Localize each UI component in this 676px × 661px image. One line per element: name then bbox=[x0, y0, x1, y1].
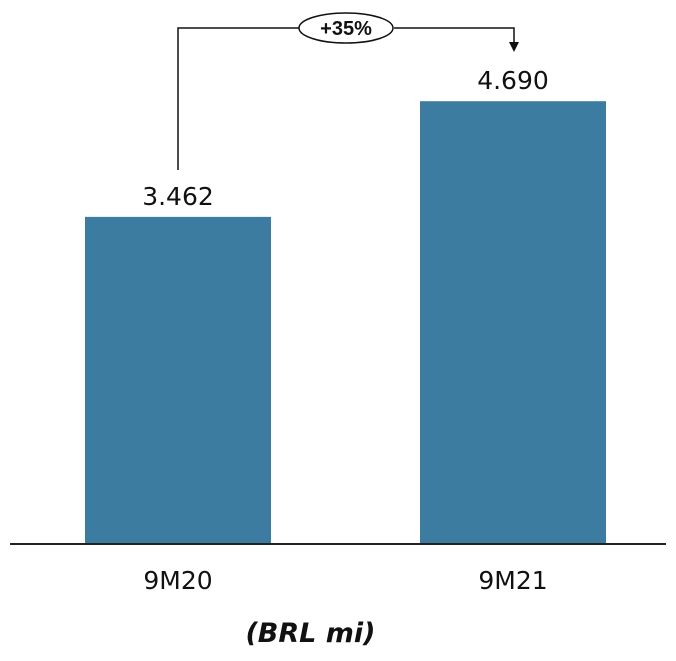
value-label-9M20: 3.462 bbox=[142, 182, 214, 211]
growth-annotation: +35% bbox=[177, 12, 519, 170]
unit-label: (BRL mi) bbox=[245, 618, 376, 649]
growth-badge-label: +35% bbox=[320, 18, 372, 40]
bar-9M21 bbox=[420, 101, 606, 544]
growth-arrowhead bbox=[509, 42, 519, 52]
category-label-9M21: 9M21 bbox=[478, 566, 547, 595]
category-label-9M20: 9M20 bbox=[143, 566, 212, 595]
growth-connector bbox=[177, 27, 515, 170]
growth-badge bbox=[298, 12, 394, 44]
labels-layer: 3.462 9M20 4.690 9M21 bbox=[142, 66, 549, 595]
bar-9M20 bbox=[85, 216, 271, 544]
value-label-9M21: 4.690 bbox=[477, 66, 549, 95]
bars-layer bbox=[85, 101, 606, 544]
